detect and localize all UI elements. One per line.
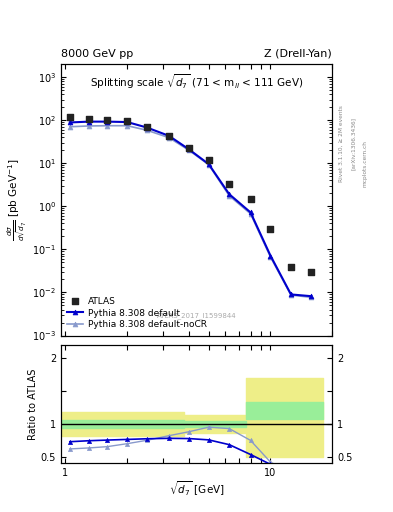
ATLAS: [86, 115, 92, 123]
ATLAS: [166, 132, 172, 140]
ATLAS: [67, 113, 73, 121]
Y-axis label: Ratio to ATLAS: Ratio to ATLAS: [28, 369, 38, 440]
Pythia 8.308 default: [227, 191, 231, 197]
Pythia 8.308 default: [268, 252, 273, 259]
Pythia 8.308 default: [125, 119, 130, 125]
Pythia 8.308 default: [309, 293, 314, 299]
Pythia 8.308 default: [145, 124, 149, 131]
Text: mcplots.cern.ch: mcplots.cern.ch: [362, 140, 367, 187]
Pythia 8.308 default: [167, 133, 171, 139]
ATLAS: [144, 123, 150, 132]
Pythia 8.308 default-noCR: [86, 123, 91, 129]
Pythia 8.308 default-noCR: [206, 162, 211, 168]
Pythia 8.308 default: [68, 119, 72, 125]
Pythia 8.308 default: [187, 146, 191, 153]
Pythia 8.308 default: [206, 161, 211, 167]
Pythia 8.308 default-noCR: [288, 292, 293, 298]
Text: 8000 GeV pp: 8000 GeV pp: [61, 49, 133, 59]
Y-axis label: $\frac{d\sigma}{d\sqrt{d_7}}$ [pb GeV$^{-1}$]: $\frac{d\sigma}{d\sqrt{d_7}}$ [pb GeV$^{…: [6, 158, 29, 241]
Text: ATLAS_2017_I1599844: ATLAS_2017_I1599844: [157, 312, 236, 319]
Pythia 8.308 default-noCR: [227, 193, 231, 199]
Pythia 8.308 default-noCR: [268, 254, 273, 260]
Text: Z (Drell-Yan): Z (Drell-Yan): [264, 49, 332, 59]
ATLAS: [288, 263, 294, 271]
ATLAS: [248, 195, 254, 203]
ATLAS: [267, 225, 274, 233]
Legend: ATLAS, Pythia 8.308 default, Pythia 8.308 default-noCR: ATLAS, Pythia 8.308 default, Pythia 8.30…: [65, 295, 209, 331]
Line: Pythia 8.308 default: Pythia 8.308 default: [67, 119, 314, 298]
Pythia 8.308 default: [105, 119, 110, 125]
Pythia 8.308 default: [86, 119, 91, 125]
ATLAS: [186, 144, 192, 153]
Pythia 8.308 default-noCR: [125, 123, 130, 129]
ATLAS: [124, 117, 130, 125]
Text: [arXiv:1306.3436]: [arXiv:1306.3436]: [351, 117, 356, 170]
ATLAS: [226, 180, 232, 188]
ATLAS: [104, 116, 110, 124]
Pythia 8.308 default-noCR: [187, 147, 191, 153]
ATLAS: [206, 156, 212, 164]
Line: Pythia 8.308 default-noCR: Pythia 8.308 default-noCR: [67, 123, 314, 300]
Pythia 8.308 default-noCR: [309, 294, 314, 301]
Pythia 8.308 default-noCR: [248, 210, 253, 217]
X-axis label: $\sqrt{d_7}$ [GeV]: $\sqrt{d_7}$ [GeV]: [169, 480, 224, 498]
Text: Rivet 3.1.10, ≥ 2M events: Rivet 3.1.10, ≥ 2M events: [339, 105, 344, 182]
Pythia 8.308 default-noCR: [105, 123, 110, 129]
Pythia 8.308 default-noCR: [68, 124, 72, 130]
Pythia 8.308 default: [288, 291, 293, 297]
Pythia 8.308 default: [248, 209, 253, 216]
Pythia 8.308 default-noCR: [167, 135, 171, 141]
ATLAS: [308, 268, 314, 276]
Text: Splitting scale $\sqrt{d_7}$ (71 < m$_{ll}$ < 111 GeV): Splitting scale $\sqrt{d_7}$ (71 < m$_{l…: [90, 72, 303, 91]
Pythia 8.308 default-noCR: [145, 127, 149, 133]
